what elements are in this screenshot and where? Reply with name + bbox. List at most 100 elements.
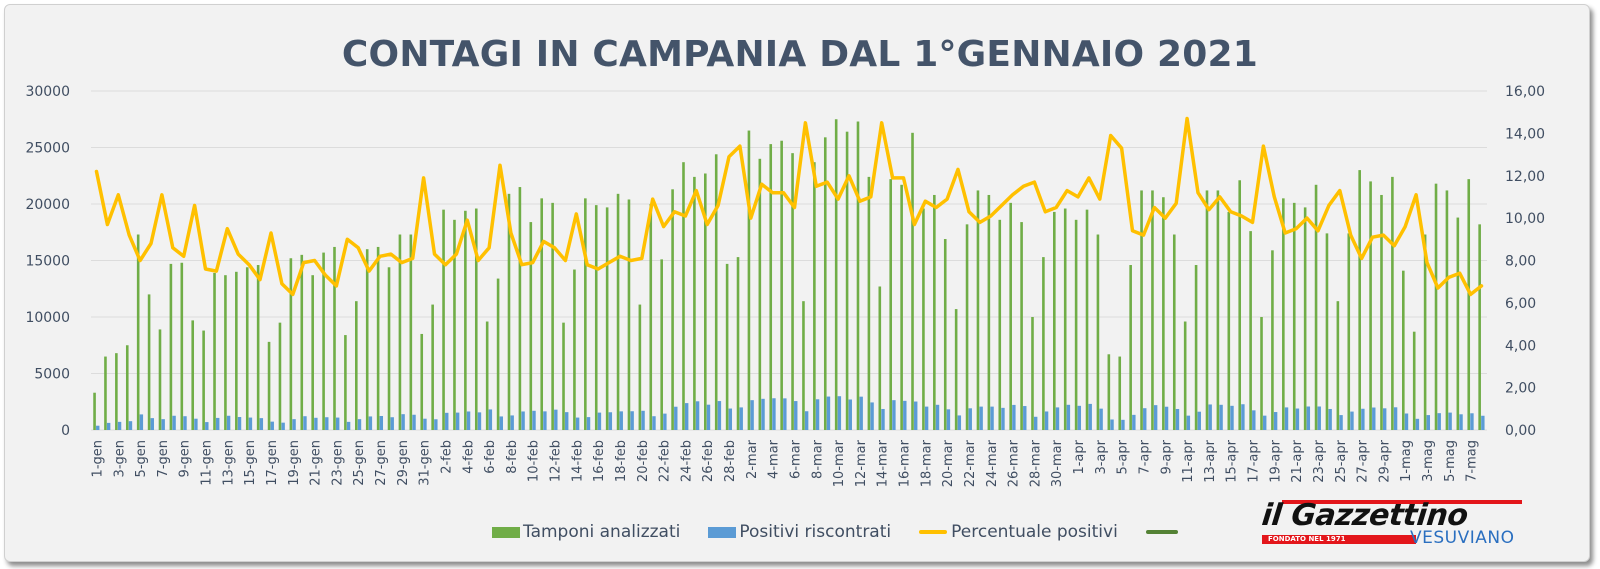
bar-positivi xyxy=(237,417,242,430)
bar-positivi xyxy=(379,415,384,430)
bar-tamponi xyxy=(1292,202,1296,430)
bar-tamponi xyxy=(1140,190,1143,430)
bar-positivi xyxy=(663,413,667,430)
bar-positivi xyxy=(172,415,176,430)
x-tick-label: 9-gen xyxy=(178,440,193,477)
line-series xyxy=(94,116,1484,297)
x-tick-label: 10-mar xyxy=(832,439,847,487)
gridlines xyxy=(91,90,1487,431)
x-tick-label: 29-apr xyxy=(1377,439,1392,482)
bar-tamponi xyxy=(1172,234,1176,430)
bar-positivi xyxy=(314,417,318,430)
bar-tamponi xyxy=(235,271,238,430)
bar-tamponi xyxy=(616,193,620,430)
y-right-tick-label: 4,00 xyxy=(1505,338,1536,354)
x-tick-label: 24-mar xyxy=(985,439,1000,487)
bar-tamponi xyxy=(813,162,816,430)
bar-tamponi xyxy=(1456,217,1460,430)
bar-tamponi xyxy=(1412,331,1416,430)
bar-positivi xyxy=(1252,410,1256,430)
x-tick-label: 16-mar xyxy=(898,439,913,487)
y-left-tick-label: 10000 xyxy=(25,310,70,326)
bar-positivi xyxy=(477,412,482,430)
bar-positivi xyxy=(1382,408,1387,430)
bar-tamponi xyxy=(987,194,991,430)
bar-positivi xyxy=(1470,413,1474,430)
bar-positivi xyxy=(1284,407,1289,430)
bar-tamponi xyxy=(1402,270,1405,430)
bar-tamponi xyxy=(922,208,925,430)
bar-positivi xyxy=(804,411,809,430)
x-tick-label: 17-apr xyxy=(1247,439,1262,482)
bar-positivi xyxy=(532,410,536,430)
bar-tamponi xyxy=(104,356,107,430)
bar-positivi xyxy=(1055,407,1060,430)
bar-tamponi xyxy=(289,258,293,430)
x-tick-label: 2-mar xyxy=(745,439,760,479)
bar-positivi xyxy=(194,418,198,430)
bar-positivi xyxy=(1143,408,1147,430)
bar-tamponi xyxy=(1314,184,1318,430)
bar-positivi xyxy=(1023,406,1027,430)
y-left-tick-label: 5000 xyxy=(34,367,70,383)
bar-tamponi xyxy=(496,278,500,430)
bar-positivi xyxy=(750,400,754,430)
bar-positivi xyxy=(717,401,722,430)
bar-tamponi xyxy=(333,246,336,430)
bar-positivi xyxy=(608,412,613,430)
bar-tamponi xyxy=(551,202,554,430)
x-tick-label: 12-feb xyxy=(549,440,564,482)
bar-tamponi xyxy=(518,187,522,430)
bar-positivi xyxy=(652,416,656,430)
bar-positivi xyxy=(466,411,471,430)
bar-positivi xyxy=(586,417,591,430)
bar-tamponi xyxy=(213,272,216,430)
x-tick-label: 9-apr xyxy=(1159,439,1174,474)
bar-positivi xyxy=(259,418,264,430)
bar-tamponi xyxy=(1478,224,1481,430)
bar-tamponi xyxy=(245,267,249,430)
bar-positivi xyxy=(335,417,340,430)
bar-tamponi xyxy=(1063,208,1067,430)
bar-tamponi xyxy=(1282,198,1285,430)
bar-tamponi xyxy=(256,265,260,430)
bar-tamponi xyxy=(1162,197,1165,430)
bar-positivi xyxy=(881,408,885,430)
bar-positivi xyxy=(684,403,689,430)
bar-tamponi xyxy=(387,267,391,430)
bar-positivi xyxy=(1459,414,1463,430)
y-left-tick-label: 20000 xyxy=(25,197,70,213)
x-tick-label: 30-mar xyxy=(1050,439,1065,487)
bar-tamponi xyxy=(976,190,980,430)
bar-tamponi xyxy=(1096,234,1100,430)
bar-tamponi xyxy=(485,321,489,430)
bar-positivi xyxy=(303,416,307,430)
bar-positivi xyxy=(205,422,209,430)
bar-positivi xyxy=(1033,416,1038,430)
bar-positivi xyxy=(1393,407,1398,430)
bar-positivi xyxy=(979,406,983,430)
bar-tamponi xyxy=(1380,194,1383,430)
bar-tamponi xyxy=(93,392,96,430)
bar-tamponi xyxy=(344,335,347,430)
bar-positivi xyxy=(674,406,678,430)
bar-positivi xyxy=(1132,414,1136,430)
x-tick-label: 22-feb xyxy=(658,440,673,482)
bar-tamponi xyxy=(660,259,663,430)
bar-tamponi xyxy=(365,249,369,430)
bar-positivi xyxy=(597,412,602,430)
x-tick-label: 7-mag xyxy=(1465,440,1480,482)
x-tick-label: 3-mag xyxy=(1421,440,1436,482)
bar-positivi xyxy=(619,411,623,430)
bar-tamponi xyxy=(322,252,325,430)
x-tick-label: 31-gen xyxy=(418,440,433,486)
bar-positivi xyxy=(161,419,165,430)
bar-positivi xyxy=(226,415,231,430)
bar-tamponi xyxy=(889,179,893,430)
bar-tamponi xyxy=(1238,180,1242,430)
bar-tamponi xyxy=(791,153,794,430)
bar-tamponi xyxy=(878,286,882,430)
bar-tamponi xyxy=(529,222,533,430)
bar-positivi xyxy=(412,414,416,430)
bar-tamponi xyxy=(911,132,914,430)
